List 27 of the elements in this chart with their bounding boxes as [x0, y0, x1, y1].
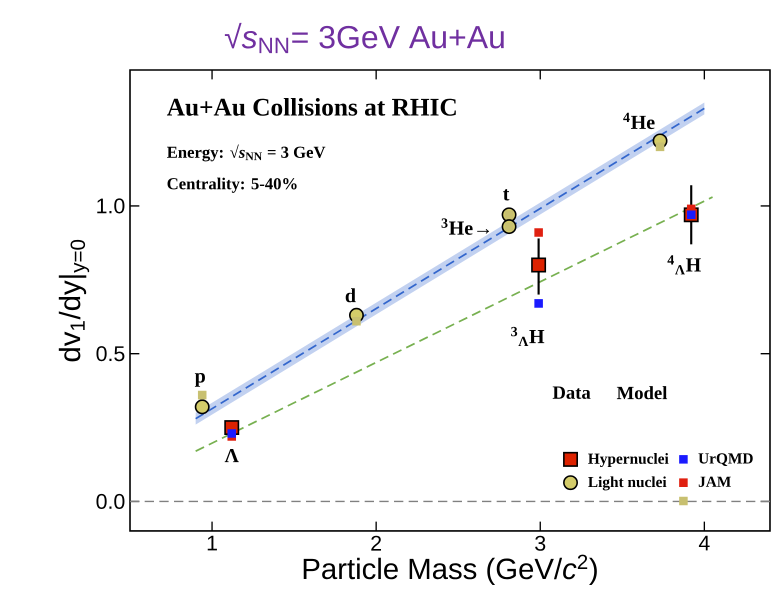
x-tick-label: 1 — [208, 536, 217, 550]
x-tick-label: 2 — [371, 536, 382, 551]
y-tick-label: 0.5 — [96, 346, 124, 362]
annotation: 3$_{Λ}$H — [511, 326, 544, 346]
x-tick-label: 3 — [535, 536, 546, 551]
y-tick-label: 1.0 — [97, 198, 124, 214]
legend-label: UrQMD — [698, 453, 753, 466]
annotation: Model — [616, 386, 668, 400]
x-tick-label: 4 — [698, 536, 710, 550]
annotation: p — [194, 373, 205, 387]
x-axis-title: Particle Mass (GeV/c$^{2}$) — [304, 554, 597, 586]
annotation: Data — [552, 386, 590, 399]
legend-label: Light nuclei — [588, 476, 666, 490]
annotation: Au+Au Collisions at RHIC — [166, 98, 456, 116]
annotation: $^{4}$He — [623, 112, 655, 130]
y-tick-label: 0.0 — [96, 494, 124, 509]
annotation: t — [503, 189, 510, 201]
legend-label: Hypernuclei — [588, 453, 669, 467]
annotation: $^{3}$He→ — [442, 218, 490, 235]
y-axis-title: dv$_{1}$/dy|$_{y=0}$ — [58, 240, 90, 362]
annotation: Λ — [224, 448, 239, 462]
annotation: Centrality: 5-40% — [168, 178, 297, 193]
legend-label: JAM — [698, 476, 731, 487]
annotation: d — [346, 288, 356, 302]
chart-title: √s$_{NN}$= 3GeV Au+Au — [224, 22, 504, 54]
annotation: Energy: √s$_{NN}$ = 3 GeV — [167, 144, 326, 162]
annotation: 4$_{Λ}$H — [667, 255, 701, 274]
